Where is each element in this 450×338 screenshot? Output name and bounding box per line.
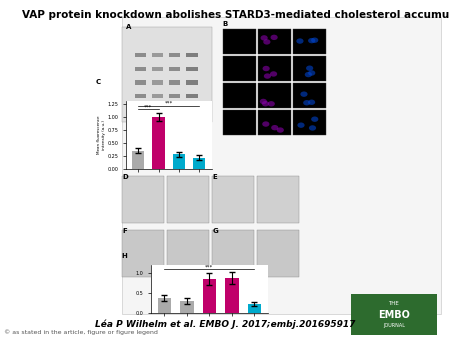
Circle shape (263, 74, 270, 79)
Bar (169, 53, 180, 57)
Bar (256, 230, 299, 277)
Text: C: C (96, 79, 101, 86)
Circle shape (271, 41, 279, 46)
Bar (258, 56, 291, 81)
Bar (186, 53, 198, 57)
Circle shape (264, 128, 271, 134)
Bar (293, 56, 326, 81)
Text: © as stated in the article, figure or figure legend: © as stated in the article, figure or fi… (4, 329, 158, 335)
Text: F: F (122, 228, 127, 234)
Bar (152, 53, 163, 57)
Circle shape (304, 38, 311, 43)
Circle shape (270, 71, 277, 77)
Bar (202, 279, 216, 313)
Text: A: A (126, 24, 131, 30)
Text: B: B (223, 21, 228, 27)
Text: H: H (122, 253, 127, 259)
Text: ***: *** (205, 265, 213, 270)
Circle shape (260, 44, 267, 49)
Bar (223, 110, 256, 135)
Circle shape (302, 128, 310, 134)
Text: VAP protein knockdown abolishes STARD3-mediated cholesterol accumulation in endo: VAP protein knockdown abolishes STARD3-m… (22, 10, 450, 20)
Bar (293, 29, 326, 54)
Bar (153, 117, 165, 169)
Bar (166, 176, 209, 223)
Circle shape (306, 68, 313, 74)
Circle shape (274, 102, 282, 107)
Bar (135, 80, 146, 84)
Bar (256, 176, 299, 223)
Bar (152, 107, 163, 112)
Bar (248, 304, 261, 313)
Bar (293, 83, 326, 108)
Circle shape (265, 120, 272, 126)
Text: JOURNAL: JOURNAL (383, 323, 405, 328)
Bar (166, 230, 209, 277)
Circle shape (260, 98, 267, 104)
Circle shape (306, 118, 313, 124)
Y-axis label: Mean fluorescence
intensity (a.u.): Mean fluorescence intensity (a.u.) (98, 116, 106, 154)
Bar (158, 298, 171, 313)
Bar (223, 83, 256, 108)
Bar (212, 230, 254, 277)
Circle shape (296, 38, 303, 43)
Bar (258, 83, 291, 108)
Circle shape (303, 128, 310, 134)
Bar (122, 230, 164, 277)
Bar (169, 107, 180, 112)
Bar (186, 107, 198, 112)
Bar (169, 94, 180, 98)
Bar (135, 53, 146, 57)
Circle shape (305, 69, 312, 75)
Bar (122, 17, 441, 314)
Bar (122, 27, 212, 122)
Bar (186, 80, 198, 84)
Text: THE: THE (388, 301, 399, 306)
Text: ***: *** (165, 101, 173, 106)
Bar (122, 176, 164, 223)
Circle shape (311, 101, 318, 107)
Circle shape (307, 47, 314, 52)
Bar (258, 29, 291, 54)
Text: E: E (212, 174, 217, 180)
Bar (169, 80, 180, 84)
Bar (212, 176, 254, 223)
Circle shape (268, 65, 275, 70)
Text: ***: *** (144, 105, 153, 110)
Bar (186, 67, 198, 71)
Circle shape (300, 94, 307, 100)
Text: D: D (122, 174, 128, 180)
Bar (351, 294, 436, 335)
Bar (180, 301, 194, 313)
Bar (258, 110, 291, 135)
Text: G: G (212, 228, 218, 234)
Circle shape (269, 46, 276, 51)
Bar (223, 56, 256, 81)
Bar (132, 151, 144, 169)
Bar (293, 110, 326, 135)
Bar (152, 94, 163, 98)
Bar (225, 278, 238, 313)
Bar (152, 80, 163, 84)
Bar (169, 67, 180, 71)
Bar (152, 67, 163, 71)
Bar (193, 158, 205, 169)
Bar (135, 107, 146, 112)
Bar (135, 67, 146, 71)
Bar (223, 29, 256, 54)
Circle shape (296, 89, 303, 95)
Circle shape (268, 127, 275, 132)
Bar (173, 154, 185, 169)
Circle shape (266, 90, 273, 96)
Circle shape (310, 67, 317, 72)
Text: EMBO: EMBO (378, 310, 410, 320)
Text: Léa P Wilhelm et al. EMBO J. 2017;embj.201695917: Léa P Wilhelm et al. EMBO J. 2017;embj.2… (95, 319, 355, 329)
Bar (135, 94, 146, 98)
Bar (186, 94, 198, 98)
